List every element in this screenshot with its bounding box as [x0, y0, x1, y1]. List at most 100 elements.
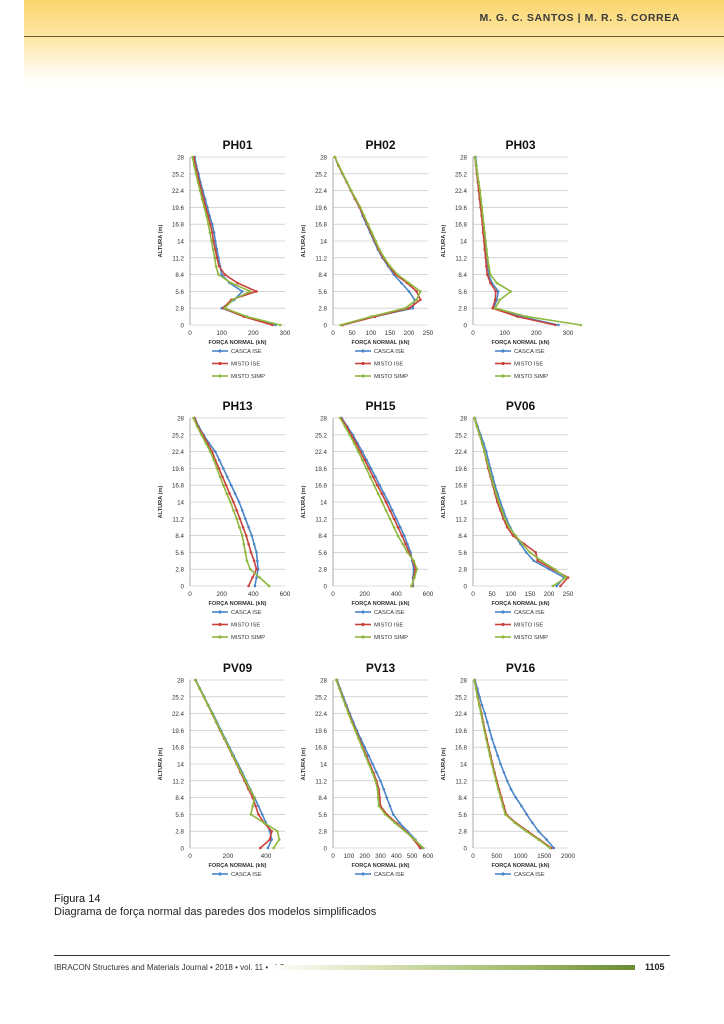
data-point: [415, 290, 418, 293]
data-point: [382, 492, 386, 495]
figure-caption: Diagrama de força normal das paredes dos…: [54, 906, 377, 918]
data-point: [498, 298, 502, 302]
data-point: [493, 298, 497, 302]
data-point: [367, 762, 371, 766]
y-tick-label: 16.8: [315, 745, 328, 752]
data-point: [339, 323, 342, 327]
data-point: [348, 433, 351, 437]
data-point: [270, 829, 274, 833]
y-tick-label: 2.8: [175, 567, 184, 574]
data-point: [540, 559, 543, 563]
data-point: [367, 467, 371, 470]
data-point: [483, 729, 486, 732]
y-tick-label: 5.6: [175, 550, 184, 557]
legend-marker: [501, 374, 505, 378]
y-tick-label: 8.4: [318, 533, 327, 540]
data-point: [378, 248, 381, 251]
data-point: [396, 525, 400, 529]
data-point: [257, 804, 260, 808]
data-point: [392, 525, 396, 529]
data-point: [344, 703, 347, 707]
data-point: [354, 197, 358, 201]
y-tick-label: 0: [464, 584, 468, 591]
x-axis-label: FORÇA NORMAL (kN): [351, 601, 409, 607]
data-point: [478, 695, 481, 699]
data-point: [220, 273, 223, 276]
data-point: [486, 256, 489, 260]
data-point: [217, 273, 220, 276]
y-tick-label: 16.8: [455, 483, 468, 490]
data-point: [228, 492, 231, 495]
data-point: [212, 231, 216, 234]
data-point: [375, 771, 378, 774]
chart-title: PH03: [505, 138, 535, 152]
data-point: [379, 779, 382, 783]
data-point: [208, 231, 212, 234]
y-tick-label: 0: [324, 584, 328, 591]
data-point: [338, 687, 341, 690]
data-point: [374, 239, 377, 243]
x-tick-label: 0: [471, 330, 475, 337]
x-tick-label: 200: [404, 330, 415, 337]
data-point: [412, 559, 416, 563]
x-tick-label: 100: [216, 330, 227, 337]
data-point: [532, 559, 536, 563]
x-tick-label: 250: [423, 330, 434, 337]
legend-marker: [218, 361, 222, 366]
x-tick-label: 250: [563, 591, 574, 598]
y-tick-label: 19.6: [455, 466, 468, 473]
legend-label: MISTO SIMP: [231, 374, 265, 380]
data-point: [206, 703, 210, 707]
data-point: [524, 551, 528, 554]
chart-title: PH13: [222, 399, 252, 413]
y-tick-label: 28: [320, 678, 327, 685]
data-point: [376, 483, 379, 487]
legend-label: MISTO SIMP: [374, 374, 408, 380]
legend-label: MISTO ISE: [231, 623, 260, 629]
y-tick-label: 22.4: [172, 711, 185, 718]
legend-marker: [361, 622, 365, 627]
legend-marker: [501, 635, 505, 639]
data-point: [210, 231, 214, 234]
data-point: [194, 172, 198, 176]
x-tick-label: 600: [280, 591, 291, 598]
x-tick-label: 2000: [561, 853, 576, 860]
data-point: [279, 323, 282, 327]
data-point: [497, 290, 500, 293]
data-point: [374, 475, 377, 479]
running-head: M. G. C. SANTOS | M. R. S. CORREA: [479, 12, 680, 24]
data-point: [340, 695, 344, 699]
y-tick-label: 16.8: [172, 745, 185, 752]
data-point: [378, 483, 382, 487]
data-point: [548, 846, 552, 850]
y-tick-label: 28: [460, 416, 467, 423]
legend-marker: [361, 349, 365, 353]
legend-label: CASCA ISE: [514, 872, 545, 878]
data-point: [407, 306, 411, 310]
y-tick-label: 14: [460, 762, 467, 769]
data-point: [566, 576, 570, 579]
data-point: [245, 559, 249, 563]
y-axis-label: ALTURA (m): [441, 748, 447, 781]
y-axis-label: ALTURA (m): [441, 225, 447, 258]
data-point: [477, 180, 481, 184]
y-tick-label: 5.6: [458, 289, 467, 296]
data-point: [369, 467, 373, 470]
data-point: [501, 804, 505, 808]
data-point: [372, 483, 376, 487]
chart-pv09: PV09 0 2.8 5.6 8.4 11.2 14 16.8 19.6 22.4 25.2 28 0 2…: [158, 661, 285, 878]
data-point: [525, 813, 528, 816]
data-point: [217, 264, 221, 268]
x-tick-label: 150: [385, 330, 396, 337]
y-tick-label: 11.2: [315, 516, 327, 523]
y-axis-label: ALTURA (m): [301, 225, 307, 258]
legend-marker: [501, 349, 505, 353]
x-tick-label: 150: [525, 591, 536, 598]
data-point: [484, 737, 488, 741]
x-tick-label: 0: [188, 330, 192, 337]
y-tick-label: 0: [464, 323, 468, 330]
data-point: [383, 256, 386, 260]
x-tick-label: 50: [348, 330, 356, 337]
data-point: [255, 551, 258, 554]
data-point: [474, 164, 478, 167]
